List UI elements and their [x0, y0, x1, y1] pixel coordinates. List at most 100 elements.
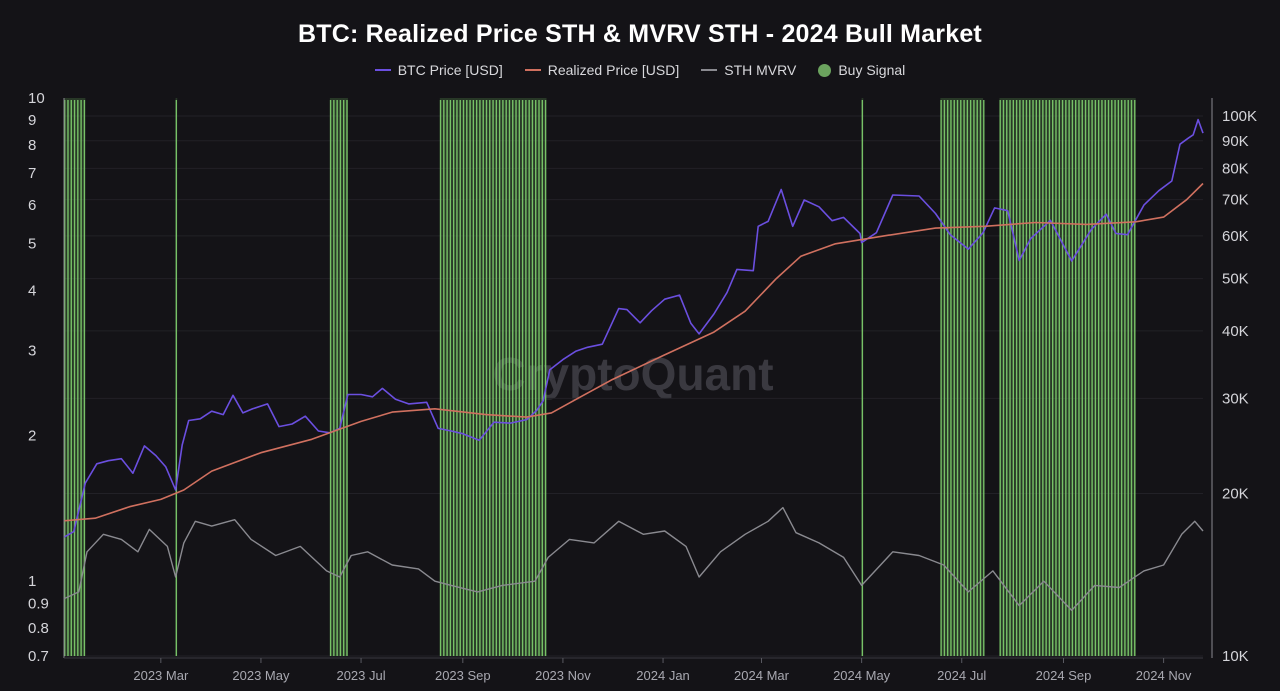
x-tick-label-8: 2024 Jul [937, 668, 986, 683]
buy-signal-bar-90 [1091, 100, 1093, 656]
buy-signal-bars [64, 98, 1136, 656]
buy-signal-bar-15 [443, 100, 445, 656]
y-right-tick-label-1: 20K [1222, 485, 1249, 502]
buy-signal-bar-43 [535, 100, 537, 656]
buy-signal-bar-23 [469, 100, 471, 656]
buy-signal-bar-58 [973, 100, 975, 656]
buy-signal-bar-30 [492, 100, 494, 656]
buy-signal-bar-38 [518, 100, 521, 656]
buy-signal-bar-39 [521, 100, 524, 656]
buy-signal-bar-60 [979, 100, 982, 656]
buy-signal-bar-101 [1127, 100, 1129, 656]
buy-signal-bar-50 [946, 100, 949, 656]
buy-signal-bar-55 [963, 100, 965, 656]
sth-mvrv-legend-swatch [701, 69, 718, 71]
buy-signal-bar-62 [999, 100, 1001, 656]
y-left-tick-label-6: 4 [28, 282, 36, 299]
y-left-tick-label-2: 0.9 [28, 595, 49, 612]
y-left-tick-label-8: 6 [28, 197, 36, 214]
buy-signal-bar-2 [70, 100, 72, 656]
btc-price-legend-swatch [374, 69, 391, 71]
legend-item-sth-mvrv[interactable]: STH MVRV [701, 62, 796, 78]
legend-item-realized-price[interactable]: Realized Price [USD] [524, 62, 680, 78]
y-left-tick-label-4: 2 [28, 428, 36, 445]
buy-signal-bar-42 [531, 100, 534, 656]
x-tick-label-5: 2024 Jan [636, 668, 690, 683]
buy-signal-bar-70 [1025, 100, 1028, 656]
buy-signal-bar-92 [1097, 100, 1100, 656]
buy-signal-bar-28 [485, 100, 488, 656]
y-left-tick-label-12: 10 [28, 90, 45, 107]
y-right-tick-label-8: 90K [1222, 133, 1249, 150]
buy-signal-bar-44 [538, 100, 540, 656]
buy-signal-legend-swatch [818, 63, 832, 77]
buy-signal-bar-35 [508, 100, 511, 656]
legend-label-btc-price: BTC Price [USD] [397, 62, 503, 78]
y-left-tick-label-11: 9 [28, 112, 36, 129]
y-right-tick-label-2: 30K [1222, 390, 1249, 407]
buy-signal-bar-65 [1009, 100, 1011, 656]
buy-signal-bar-51 [950, 100, 952, 656]
x-tick-label-1: 2023 May [232, 668, 290, 683]
y-left-tick-label-5: 3 [28, 343, 36, 360]
buy-signal-bar-9 [333, 100, 335, 656]
buy-signal-bar-89 [1088, 100, 1090, 656]
chart-legend: BTC Price [USD] Realized Price [USD] STH… [0, 62, 1280, 78]
buy-signal-bar-100 [1124, 100, 1126, 656]
buy-signal-bar-67 [1015, 100, 1018, 656]
buy-signal-bar-83 [1068, 100, 1070, 656]
buy-signal-bar-75 [1042, 100, 1044, 656]
buy-signal-band-6 [999, 98, 1136, 656]
buy-signal-bar-26 [479, 100, 481, 656]
y-right-tick-label-0: 10K [1222, 648, 1249, 665]
buy-signal-bar-14 [439, 100, 442, 656]
buy-signal-bar-80 [1058, 100, 1060, 656]
buy-signal-bar-68 [1019, 100, 1021, 656]
buy-signal-bar-8 [329, 100, 332, 656]
legend-label-sth-mvrv: STH MVRV [724, 62, 797, 78]
buy-signal-bar-19 [456, 100, 458, 656]
y-right-tick-label-3: 40K [1222, 323, 1249, 340]
series-line-btc-price-usd [63, 118, 1204, 538]
x-tick-label-2: 2023 Jul [336, 668, 385, 683]
y-left-tick-label-7: 5 [28, 235, 36, 252]
buy-signal-bar-33 [502, 100, 504, 656]
x-tick-label-3: 2023 Sep [435, 668, 491, 683]
x-tick-label-6: 2024 Mar [734, 668, 790, 683]
buy-signal-bar-11 [339, 100, 342, 656]
buy-signal-bar-71 [1029, 100, 1031, 656]
legend-item-btc-price[interactable]: BTC Price [USD] [374, 62, 503, 78]
series-line-sth-mvrv [63, 506, 1204, 612]
buy-signal-bar-54 [960, 100, 962, 656]
buy-signal-bar-37 [515, 100, 517, 656]
buy-signal-bar-81 [1061, 100, 1064, 656]
buy-signal-bar-63 [1002, 100, 1005, 656]
buy-signal-bar-13 [346, 100, 348, 656]
buy-signal-bar-0 [64, 100, 66, 656]
y-right-tick-label-4: 50K [1222, 271, 1249, 288]
legend-label-buy-signal: Buy Signal [838, 62, 906, 78]
buy-signal-bar-45 [541, 100, 543, 656]
buy-signal-bar-99 [1120, 100, 1123, 656]
buy-signal-bar-18 [452, 100, 455, 656]
buy-signal-bar-40 [525, 100, 527, 656]
buy-signal-bar-24 [472, 100, 475, 656]
buy-signal-bar-1 [67, 100, 69, 656]
chart-title: BTC: Realized Price STH & MVRV STH - 202… [298, 20, 982, 48]
buy-signal-bar-4 [77, 100, 79, 656]
buy-signal-bar-74 [1038, 100, 1041, 656]
buy-signal-bar-6 [83, 100, 86, 656]
buy-signal-bar-57 [969, 100, 972, 656]
realized-price-legend-swatch [524, 69, 541, 71]
y-left-tick-label-10: 8 [28, 137, 36, 154]
buy-signal-bar-34 [505, 100, 507, 656]
buy-signal-bar-64 [1006, 100, 1008, 656]
buy-signal-bar-82 [1065, 100, 1067, 656]
y-right-tick-label-5: 60K [1222, 228, 1249, 245]
buy-signal-bar-91 [1094, 100, 1097, 656]
legend-label-realized-price: Realized Price [USD] [547, 62, 680, 78]
legend-item-buy-signal[interactable]: Buy Signal [818, 62, 905, 78]
y-right-tick-label-9: 100K [1222, 108, 1257, 125]
y-left-tick-label-1: 0.8 [28, 620, 49, 637]
y-left-tick-label-0: 0.7 [28, 648, 49, 665]
